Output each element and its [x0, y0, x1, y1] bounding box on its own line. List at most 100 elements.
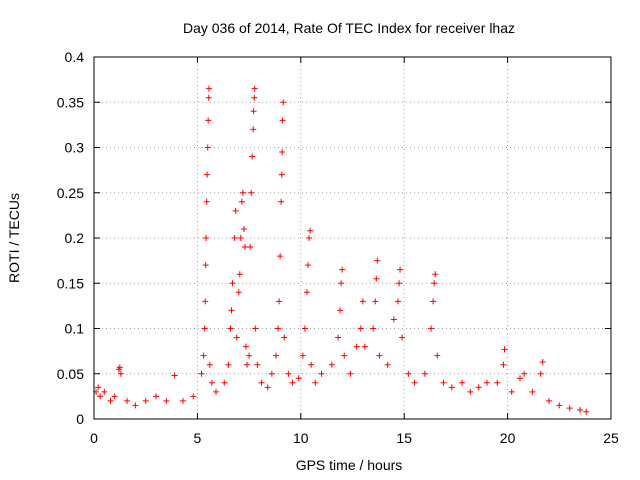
- data-point: [203, 198, 210, 205]
- data-point: [251, 94, 258, 101]
- data-point: [341, 352, 348, 359]
- data-point: [306, 235, 313, 241]
- data-point: [405, 370, 412, 377]
- data-point: [281, 334, 288, 341]
- data-point: [190, 393, 197, 400]
- data-point: [254, 361, 261, 368]
- data-point: [278, 171, 285, 178]
- data-point: [289, 379, 296, 386]
- data-point: [208, 379, 215, 386]
- x-tick-label: 5: [194, 430, 202, 446]
- data-point: [97, 393, 104, 400]
- data-point: [537, 370, 544, 377]
- y-axis-label: ROTI / TECUs: [6, 193, 22, 283]
- data-point: [235, 289, 242, 296]
- x-tick-label: 20: [500, 430, 516, 446]
- data-point: [394, 298, 401, 305]
- data-point: [421, 370, 428, 377]
- y-tick-label: 0.4: [65, 49, 85, 65]
- y-tick-label: 0.35: [57, 94, 84, 110]
- data-point: [576, 406, 583, 413]
- y-tick-label: 0.1: [65, 321, 85, 337]
- data-point: [246, 352, 253, 359]
- data-point: [95, 384, 102, 391]
- data-point: [163, 397, 170, 404]
- data-point: [101, 388, 108, 395]
- data-point: [268, 370, 275, 377]
- data-point: [396, 280, 403, 287]
- data-point: [238, 198, 245, 205]
- data-point: [239, 189, 246, 196]
- data-point: [440, 379, 447, 386]
- data-point: [448, 384, 455, 391]
- data-point: [278, 198, 285, 205]
- data-point: [328, 361, 335, 368]
- data-point: [304, 289, 311, 296]
- data-points: [93, 85, 590, 415]
- data-point: [204, 144, 211, 151]
- data-point: [205, 94, 212, 101]
- data-point: [117, 370, 124, 377]
- data-point: [116, 364, 123, 371]
- data-point: [432, 271, 439, 278]
- data-point: [430, 298, 437, 305]
- data-point: [467, 388, 474, 395]
- data-point: [221, 379, 228, 386]
- x-tick-label: 10: [293, 430, 309, 446]
- data-point: [240, 225, 247, 232]
- data-point: [434, 352, 441, 359]
- data-point: [411, 379, 418, 386]
- data-point: [111, 393, 118, 400]
- data-point: [205, 117, 212, 124]
- data-point: [179, 397, 186, 404]
- data-point: [539, 358, 546, 365]
- data-point: [249, 153, 256, 160]
- data-point: [198, 370, 205, 377]
- data-point: [357, 325, 364, 332]
- data-point: [258, 379, 265, 386]
- y-tick-label: 0.05: [57, 366, 84, 382]
- y-tick-label: 0.15: [57, 275, 84, 291]
- data-point: [312, 379, 319, 386]
- data-point: [247, 244, 254, 251]
- data-point: [335, 334, 342, 341]
- data-point: [428, 325, 435, 332]
- data-point: [301, 325, 308, 332]
- data-point: [390, 316, 397, 323]
- data-point: [279, 149, 286, 156]
- data-point: [228, 307, 235, 314]
- data-point: [204, 171, 211, 178]
- data-point: [500, 361, 507, 368]
- data-point: [107, 397, 114, 404]
- y-tick-label: 0.25: [57, 185, 84, 201]
- data-point: [376, 352, 383, 359]
- data-point: [132, 402, 139, 409]
- data-point: [202, 262, 209, 269]
- data-point: [295, 375, 302, 382]
- data-point: [142, 397, 149, 404]
- data-point: [227, 325, 234, 332]
- data-point: [203, 235, 210, 241]
- data-point: [353, 343, 360, 350]
- data-point: [372, 298, 379, 305]
- data-point: [517, 375, 524, 382]
- data-point: [252, 325, 259, 332]
- data-point: [361, 343, 368, 350]
- data-point: [318, 370, 325, 377]
- data-point: [242, 343, 249, 350]
- data-point: [277, 253, 284, 260]
- data-point: [225, 361, 232, 368]
- data-point: [275, 325, 282, 332]
- data-point: [308, 361, 315, 368]
- data-point: [202, 298, 209, 305]
- data-point: [299, 352, 306, 359]
- data-point: [153, 393, 160, 400]
- data-point: [583, 408, 590, 415]
- data-point: [232, 207, 239, 214]
- data-point: [399, 334, 406, 341]
- x-tick-label: 15: [396, 430, 412, 446]
- data-point: [272, 352, 279, 359]
- data-point: [566, 405, 573, 412]
- data-point: [229, 280, 236, 287]
- data-point: [494, 379, 501, 386]
